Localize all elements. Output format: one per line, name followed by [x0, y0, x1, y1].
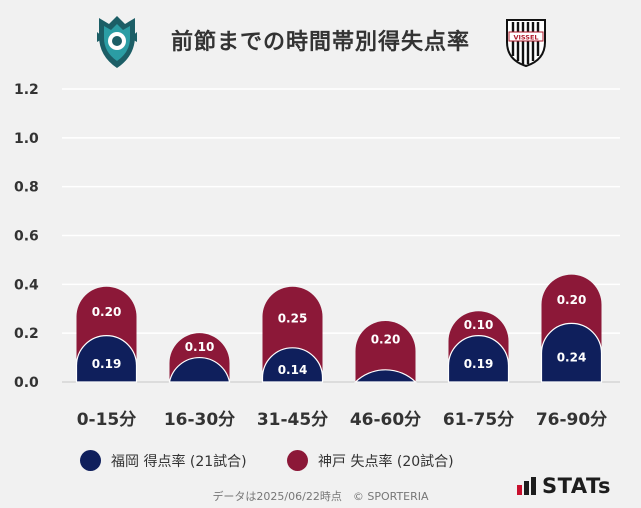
- y-tick-label: 0.4: [14, 277, 39, 293]
- legend-swatch-kobe: [287, 450, 308, 471]
- y-tick-label: 0.2: [14, 326, 39, 342]
- data-label-fukuoka: 0.19: [464, 357, 494, 371]
- bar-fukuoka: [354, 369, 417, 383]
- bar-fukuoka: [75, 335, 138, 383]
- data-label-fukuoka: 0.24: [557, 351, 587, 365]
- data-label-fukuoka: 0.19: [92, 357, 122, 371]
- fukuoka-emblem-icon: [97, 16, 137, 68]
- legend-item-fukuoka: 福岡 得点率 (21試合): [80, 450, 247, 471]
- data-label-fukuoka: 0.14: [278, 363, 308, 377]
- x-category-label: 31-45分: [257, 410, 328, 430]
- bar-fukuoka: [447, 335, 510, 383]
- y-tick-label: 1.2: [14, 82, 39, 98]
- data-label-kobe: 0.10: [464, 318, 494, 332]
- y-tick-label: 0.6: [14, 229, 39, 245]
- bar-kobe: [355, 320, 416, 382]
- x-category-label: 61-75分: [443, 410, 514, 430]
- x-category-label: 76-90分: [536, 410, 607, 430]
- chart-title: 前節までの時間帯別得失点率: [170, 30, 470, 55]
- kobe-logo-text: VISSEL: [513, 34, 538, 42]
- bar-chart: 0.0 0.2 0.4 0.6 0.8 1.0 1.2 0.20 0.19 0-15分 0.10 16…: [14, 82, 620, 430]
- legend-item-kobe: 神戸 失点率 (20試合): [287, 450, 454, 471]
- y-tick-label: 0.8: [14, 180, 39, 196]
- stats-logo-icon: [517, 477, 536, 495]
- stats-brand-text: STATs: [542, 474, 611, 498]
- y-tick-label: 1.0: [14, 131, 39, 147]
- bar-fukuoka: [261, 347, 324, 383]
- stats-brand: STATs: [516, 474, 611, 498]
- x-category-label: 16-30分: [164, 410, 235, 430]
- legend-swatch-fukuoka: [80, 450, 101, 471]
- data-label-kobe: 0.20: [557, 293, 587, 307]
- data-source-note: データは2025/06/22時点 © SPORTERIA: [212, 490, 429, 503]
- x-category-label: 46-60分: [350, 410, 421, 430]
- kobe-emblem-icon: VISSEL: [506, 19, 546, 68]
- legend-label-fukuoka: 福岡 得点率 (21試合): [111, 453, 247, 470]
- bar-fukuoka: [168, 357, 231, 383]
- data-label-kobe: 0.10: [185, 340, 215, 354]
- data-label-kobe: 0.20: [92, 305, 122, 319]
- data-label-kobe: 0.25: [278, 311, 308, 325]
- legend-label-kobe: 神戸 失点率 (20試合): [318, 453, 454, 470]
- x-category-label: 0-15分: [77, 410, 137, 430]
- data-label-kobe: 0.20: [371, 332, 401, 346]
- y-tick-label: 0.0: [14, 375, 39, 391]
- bar-fukuoka: [540, 322, 603, 383]
